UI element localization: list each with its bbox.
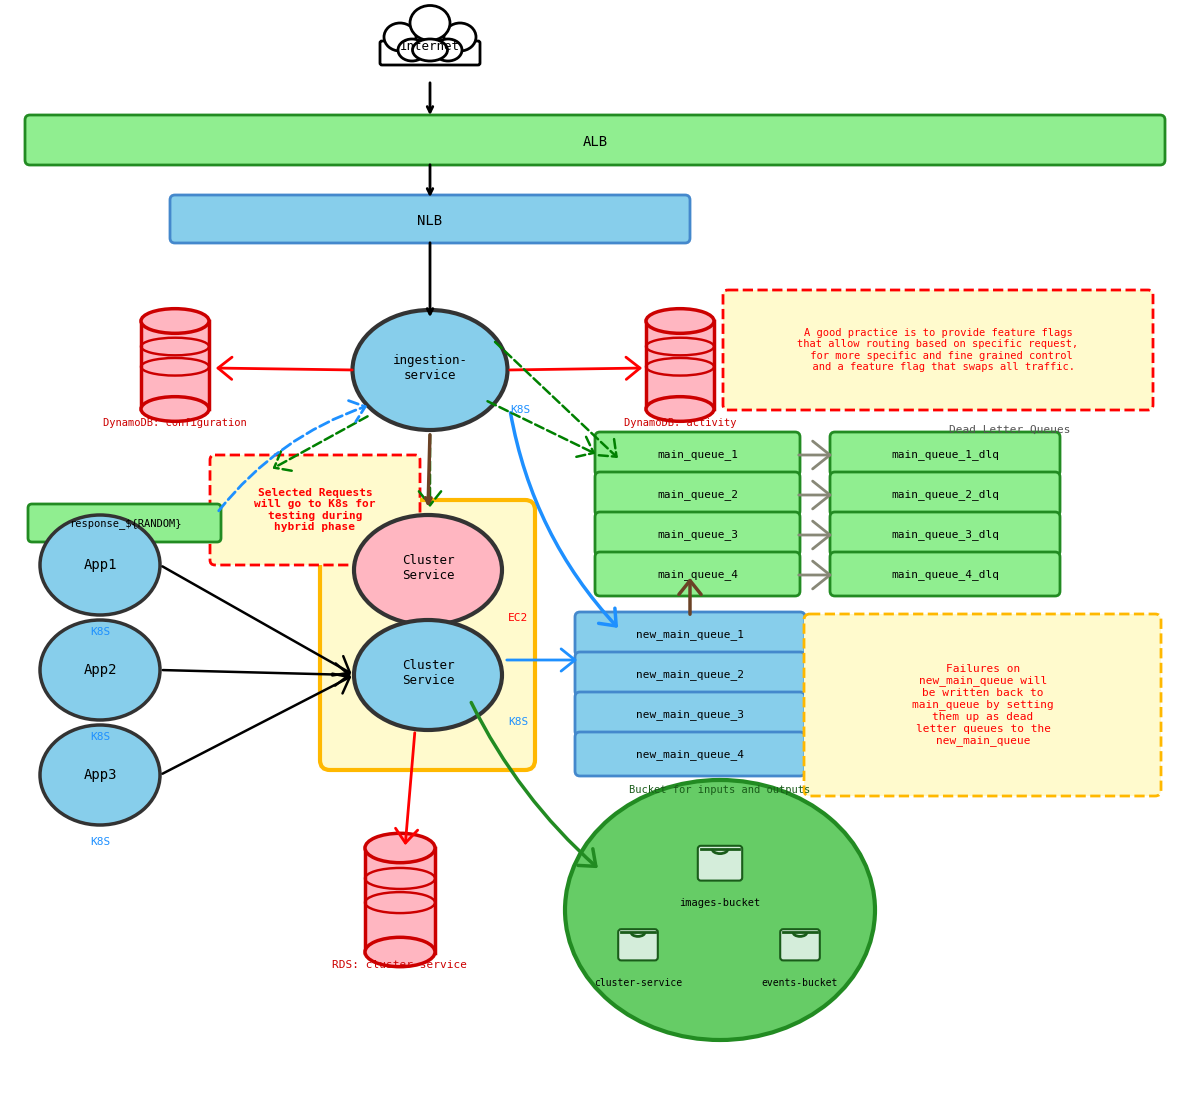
Text: K8S: K8S bbox=[508, 717, 528, 727]
Text: K8S: K8S bbox=[510, 406, 530, 415]
Ellipse shape bbox=[354, 515, 502, 625]
Ellipse shape bbox=[646, 397, 714, 421]
Text: main_queue_4_dlq: main_queue_4_dlq bbox=[890, 570, 998, 581]
Text: response_${RANDOM}: response_${RANDOM} bbox=[68, 518, 181, 529]
FancyBboxPatch shape bbox=[575, 652, 805, 696]
FancyBboxPatch shape bbox=[830, 552, 1060, 596]
Text: Cluster
Service: Cluster Service bbox=[402, 659, 455, 687]
Bar bbox=[142, 321, 209, 409]
Text: new_main_queue_2: new_main_queue_2 bbox=[636, 670, 744, 681]
FancyBboxPatch shape bbox=[780, 929, 820, 960]
Text: DynamoDB: configuration: DynamoDB: configuration bbox=[103, 418, 247, 429]
Text: A good practice is to provide feature flags
that allow routing based on specific: A good practice is to provide feature fl… bbox=[797, 328, 1079, 373]
FancyBboxPatch shape bbox=[595, 432, 800, 476]
Ellipse shape bbox=[398, 39, 426, 61]
Ellipse shape bbox=[40, 515, 160, 615]
Ellipse shape bbox=[353, 310, 508, 430]
Text: K8S: K8S bbox=[90, 732, 110, 742]
Ellipse shape bbox=[142, 397, 209, 421]
FancyBboxPatch shape bbox=[170, 195, 690, 243]
Text: main_queue_4: main_queue_4 bbox=[658, 570, 738, 581]
Text: K8S: K8S bbox=[90, 627, 110, 637]
FancyBboxPatch shape bbox=[830, 432, 1060, 476]
Text: images-bucket: images-bucket bbox=[679, 898, 761, 907]
Ellipse shape bbox=[565, 780, 875, 1040]
FancyBboxPatch shape bbox=[380, 41, 480, 65]
Ellipse shape bbox=[434, 39, 462, 61]
FancyBboxPatch shape bbox=[575, 692, 805, 737]
FancyBboxPatch shape bbox=[618, 929, 658, 960]
Text: new_main_queue_3: new_main_queue_3 bbox=[636, 709, 744, 720]
Text: Selected Requests
will go to K8s for
testing during
hybrid phase: Selected Requests will go to K8s for tes… bbox=[254, 488, 376, 533]
FancyBboxPatch shape bbox=[575, 612, 805, 657]
Text: main_queue_1_dlq: main_queue_1_dlq bbox=[890, 449, 998, 460]
Ellipse shape bbox=[354, 620, 502, 730]
Text: main_queue_2: main_queue_2 bbox=[658, 490, 738, 501]
Text: RDS: cluster-service: RDS: cluster-service bbox=[332, 960, 468, 970]
Text: main_queue_3: main_queue_3 bbox=[658, 529, 738, 540]
Ellipse shape bbox=[365, 937, 436, 967]
Ellipse shape bbox=[40, 620, 160, 720]
Text: new_main_queue_4: new_main_queue_4 bbox=[636, 750, 744, 761]
Text: NLB: NLB bbox=[418, 214, 443, 228]
FancyBboxPatch shape bbox=[320, 500, 535, 770]
Text: events-bucket: events-bucket bbox=[762, 978, 838, 987]
Text: cluster-service: cluster-service bbox=[594, 978, 682, 987]
Text: K8S: K8S bbox=[90, 837, 110, 847]
Text: EC2: EC2 bbox=[508, 613, 528, 623]
Ellipse shape bbox=[40, 724, 160, 825]
Text: App2: App2 bbox=[83, 663, 116, 677]
Text: Cluster
Service: Cluster Service bbox=[402, 553, 455, 582]
Text: Dead Letter Queues: Dead Letter Queues bbox=[949, 425, 1070, 435]
FancyBboxPatch shape bbox=[698, 846, 742, 880]
Text: new_main_queue_1: new_main_queue_1 bbox=[636, 629, 744, 640]
Bar bbox=[646, 321, 714, 409]
Bar bbox=[365, 848, 436, 954]
FancyBboxPatch shape bbox=[210, 455, 420, 566]
Ellipse shape bbox=[384, 23, 416, 52]
FancyBboxPatch shape bbox=[595, 472, 800, 516]
Ellipse shape bbox=[646, 309, 714, 333]
FancyBboxPatch shape bbox=[25, 115, 1165, 165]
FancyBboxPatch shape bbox=[575, 732, 805, 776]
FancyBboxPatch shape bbox=[830, 472, 1060, 516]
Ellipse shape bbox=[444, 23, 476, 52]
Text: Internet: Internet bbox=[400, 41, 460, 54]
Ellipse shape bbox=[365, 833, 436, 863]
Text: App3: App3 bbox=[83, 768, 116, 783]
Text: App1: App1 bbox=[83, 558, 116, 572]
Text: main_queue_3_dlq: main_queue_3_dlq bbox=[890, 529, 998, 540]
Text: main_queue_2_dlq: main_queue_2_dlq bbox=[890, 490, 998, 501]
FancyBboxPatch shape bbox=[595, 512, 800, 556]
Ellipse shape bbox=[142, 309, 209, 333]
Text: Bucket for inputs and outputs: Bucket for inputs and outputs bbox=[629, 785, 811, 795]
Text: Failures on
new_main_queue will
be written back to
main_queue by setting
them up: Failures on new_main_queue will be writt… bbox=[912, 664, 1054, 746]
FancyBboxPatch shape bbox=[28, 504, 221, 543]
FancyBboxPatch shape bbox=[830, 512, 1060, 556]
Ellipse shape bbox=[413, 39, 448, 61]
FancyBboxPatch shape bbox=[595, 552, 800, 596]
FancyBboxPatch shape bbox=[804, 614, 1162, 796]
Text: ALB: ALB bbox=[582, 135, 607, 149]
Text: main_queue_1: main_queue_1 bbox=[658, 449, 738, 460]
Text: ingestion-
service: ingestion- service bbox=[392, 354, 468, 383]
Ellipse shape bbox=[410, 5, 450, 41]
Text: DynamoDB: activity: DynamoDB: activity bbox=[624, 418, 737, 429]
FancyBboxPatch shape bbox=[722, 290, 1153, 410]
